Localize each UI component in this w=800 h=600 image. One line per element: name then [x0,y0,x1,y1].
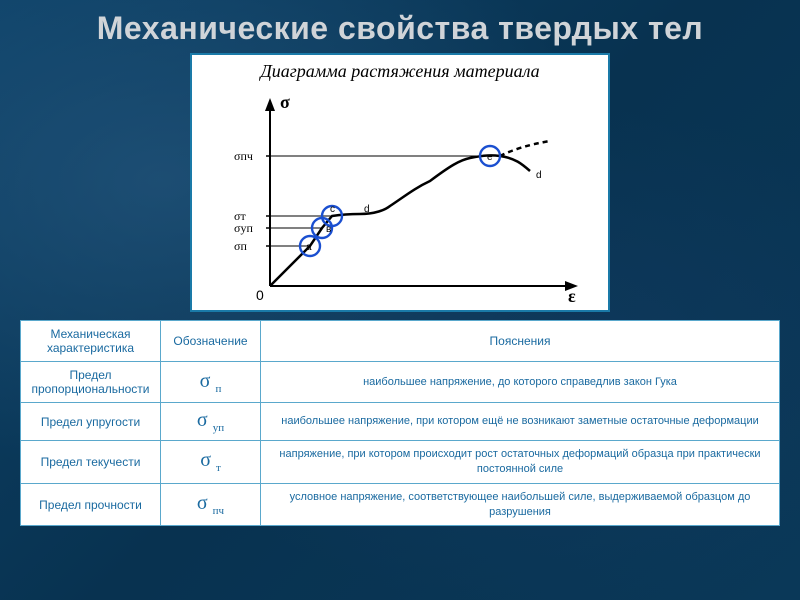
property-symbol: σ уп [161,403,261,441]
svg-text:c: c [330,204,335,215]
table-row: Предел пропорциональностиσ пнаибольшее н… [21,362,780,403]
col-header-name: Механическая характеристика [21,321,161,362]
property-desc: наибольшее напряжение, до которого справ… [261,362,780,403]
svg-text:a: a [306,242,312,253]
property-desc: наибольшее напряжение, при котором ещё н… [261,403,780,441]
properties-table-wrap: Механическая характеристика Обозначение … [20,320,780,526]
page-title: Механические свойства твердых тел [0,0,800,53]
property-name: Предел текучести [21,441,161,484]
property-name: Предел упругости [21,403,161,441]
properties-table: Механическая характеристика Обозначение … [20,320,780,526]
svg-text:e: e [487,152,493,163]
svg-text:0: 0 [256,287,264,303]
property-symbol: σ п [161,362,261,403]
property-name: Предел пропорциональности [21,362,161,403]
property-symbol: σ пч [161,483,261,526]
col-header-desc: Пояснения [261,321,780,362]
svg-text:σуп: σуп [234,221,253,235]
diagram-panel: Диаграмма растяжения материала σε0σпчσтσ… [190,53,610,312]
table-row: Предел текучестиσ тнапряжение, при котор… [21,441,780,484]
stress-strain-chart: σε0σпчσтσупσпaвcded [210,86,590,306]
property-desc: напряжение, при котором происходит рост … [261,441,780,484]
property-symbol: σ т [161,441,261,484]
table-row: Предел упругостиσ упнаибольшее напряжени… [21,403,780,441]
svg-text:d: d [536,170,542,181]
table-row: Предел прочностиσ пчусловное напряжение,… [21,483,780,526]
svg-text:d: d [364,204,370,215]
col-header-symbol: Обозначение [161,321,261,362]
svg-text:σпч: σпч [234,149,253,163]
svg-text:σ: σ [280,92,290,112]
svg-text:σп: σп [234,239,247,253]
svg-text:ε: ε [568,286,576,306]
property-desc: условное напряжение, соответствующее наи… [261,483,780,526]
property-name: Предел прочности [21,483,161,526]
diagram-caption: Диаграмма растяжения материала [202,61,598,82]
